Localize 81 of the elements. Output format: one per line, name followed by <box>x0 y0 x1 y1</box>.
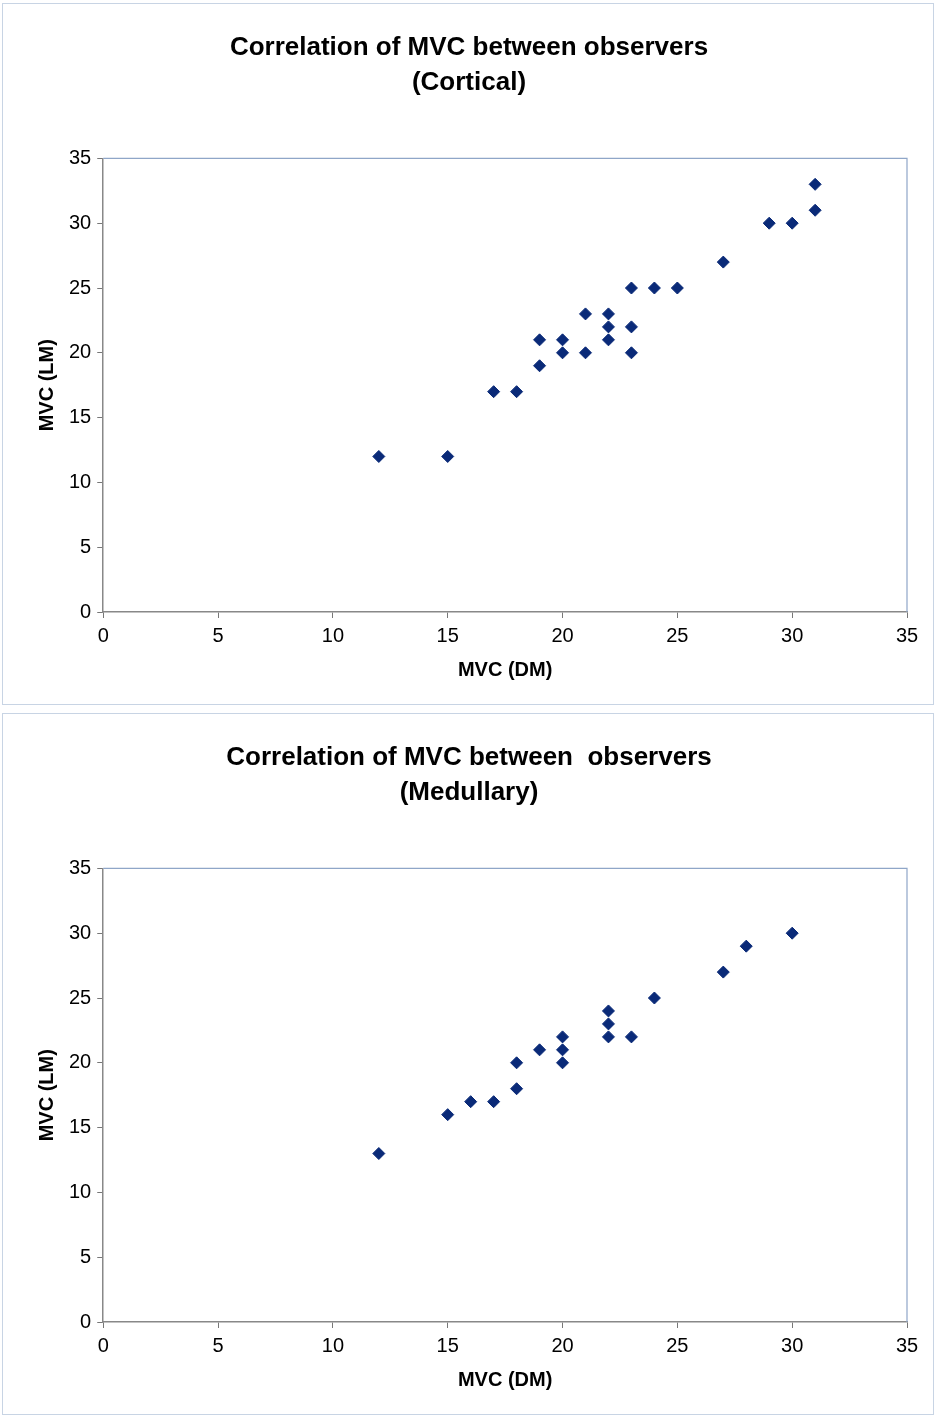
point <box>510 1056 524 1070</box>
y-tick-label: 30 <box>69 210 92 233</box>
point <box>601 307 615 321</box>
x-tick-label: 35 <box>895 1333 919 1356</box>
x-tick-label: 15 <box>436 1333 459 1356</box>
point <box>785 926 799 940</box>
x-tick-label: 35 <box>895 623 919 646</box>
x-tick-label: 30 <box>781 623 804 646</box>
point <box>601 1017 615 1031</box>
point <box>624 281 638 295</box>
point <box>372 1147 386 1161</box>
y-tick-label: 15 <box>69 405 92 428</box>
y-tick-label: 25 <box>69 985 92 1008</box>
point <box>601 1004 615 1018</box>
point <box>372 449 386 463</box>
x-tick-label: 5 <box>212 1333 224 1356</box>
y-axis-title: MVC (LM) <box>34 339 57 432</box>
x-tick-label: 20 <box>551 623 574 646</box>
x-tick-label: 15 <box>436 623 459 646</box>
point <box>716 255 730 269</box>
y-tick-label: 30 <box>69 920 92 943</box>
chart-title: Correlation of MVC between observers <box>229 30 709 61</box>
point <box>670 281 684 295</box>
point <box>808 203 822 217</box>
point <box>716 965 730 979</box>
y-tick-label: 10 <box>69 469 92 492</box>
point <box>647 991 661 1005</box>
point <box>487 385 501 399</box>
point <box>533 1043 547 1057</box>
point <box>533 359 547 373</box>
point <box>510 1082 524 1096</box>
point <box>579 346 592 360</box>
x-tick-label: 10 <box>321 623 345 646</box>
point <box>533 333 547 347</box>
x-tick-label: 25 <box>666 623 689 646</box>
point <box>624 346 638 360</box>
x-tick-label: 30 <box>781 1333 804 1356</box>
y-tick-label: 20 <box>69 1050 92 1073</box>
point <box>556 1056 570 1070</box>
y-tick-label: 20 <box>69 340 92 363</box>
point <box>441 1108 455 1122</box>
point <box>647 281 661 295</box>
x-tick-label: 0 <box>97 1333 109 1356</box>
x-axis-title: MVC (DM) <box>457 657 553 680</box>
chart-subtitle: (Cortical) <box>411 65 527 96</box>
point <box>808 177 822 191</box>
point <box>762 216 776 230</box>
y-tick-label: 0 <box>80 599 92 622</box>
y-tick-label: 10 <box>69 1179 92 1202</box>
x-tick-label: 10 <box>321 1333 345 1356</box>
y-tick-label: 35 <box>69 145 92 168</box>
x-tick-label: 20 <box>551 1333 574 1356</box>
y-tick-label: 35 <box>69 855 92 878</box>
point <box>556 346 570 360</box>
y-tick-label: 5 <box>80 534 92 557</box>
point <box>624 1030 638 1044</box>
point <box>510 385 524 399</box>
y-tick-label: 25 <box>69 275 92 298</box>
x-tick-label: 5 <box>212 623 224 646</box>
y-tick-label: 5 <box>80 1244 92 1267</box>
x-tick-label: 25 <box>666 1333 689 1356</box>
point <box>556 1030 570 1044</box>
point <box>601 333 615 347</box>
point <box>624 320 638 334</box>
point <box>579 307 592 321</box>
point <box>601 320 615 334</box>
x-tick-label: 0 <box>97 623 109 646</box>
y-tick-label: 0 <box>80 1309 92 1332</box>
chart-subtitle: (Medullary) <box>399 775 539 806</box>
point <box>785 216 799 230</box>
point <box>601 1030 615 1044</box>
point <box>556 1043 570 1057</box>
point <box>739 939 753 953</box>
y-axis-title: MVC (LM) <box>34 1049 57 1142</box>
y-tick-label: 15 <box>69 1115 92 1138</box>
point <box>464 1095 478 1109</box>
point <box>556 333 570 347</box>
chart-title: Correlation of MVC between observers <box>226 740 712 771</box>
x-axis-title: MVC (DM) <box>457 1367 553 1390</box>
point <box>487 1095 501 1109</box>
point <box>441 449 455 463</box>
